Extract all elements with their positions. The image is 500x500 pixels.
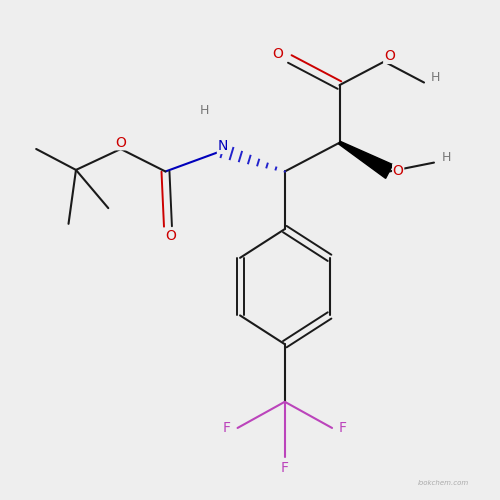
Text: F: F: [281, 462, 289, 475]
Text: O: O: [116, 136, 126, 149]
Text: F: F: [339, 421, 347, 435]
Text: O: O: [165, 229, 176, 243]
Text: H: H: [442, 151, 451, 164]
Text: O: O: [272, 46, 283, 60]
Text: H: H: [430, 71, 440, 84]
Text: N: N: [218, 140, 228, 153]
Text: F: F: [222, 421, 230, 435]
Text: O: O: [392, 164, 404, 178]
Text: O: O: [384, 50, 394, 64]
Polygon shape: [339, 142, 393, 178]
Text: H: H: [200, 104, 209, 117]
Text: lookchem.com: lookchem.com: [418, 480, 469, 486]
